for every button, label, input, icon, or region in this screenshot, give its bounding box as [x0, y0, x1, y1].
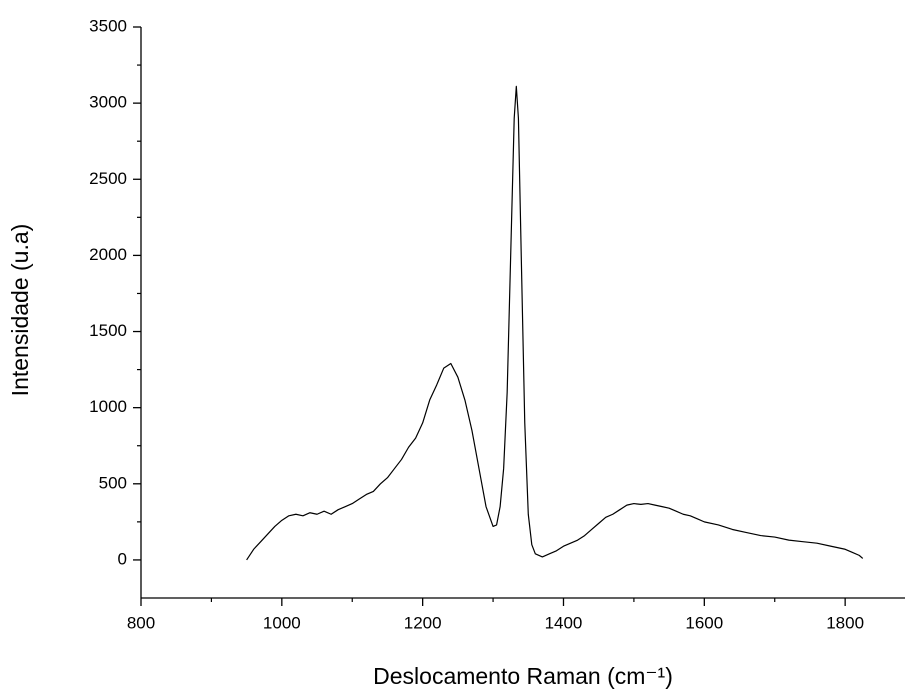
y-tick-label: 3500	[89, 16, 127, 35]
x-tick-label: 1200	[404, 613, 442, 632]
y-tick-label: 0	[118, 549, 127, 568]
y-tick-label: 1000	[89, 397, 127, 416]
y-tick-label: 1500	[89, 321, 127, 340]
x-tick-label: 1400	[545, 613, 583, 632]
y-tick-label: 3000	[89, 93, 127, 112]
y-tick-label: 2500	[89, 169, 127, 188]
x-tick-label: 1000	[263, 613, 301, 632]
y-tick-label: 2000	[89, 245, 127, 264]
x-tick-label: 1800	[826, 613, 864, 632]
x-tick-label: 1600	[685, 613, 723, 632]
x-tick-label: 800	[127, 613, 155, 632]
y-axis-title: Intensidade (u.a)	[7, 224, 33, 397]
y-tick-label: 500	[99, 473, 127, 492]
data-line	[246, 85, 864, 561]
x-axis-title: Deslocamento Raman (cm⁻¹)	[373, 663, 673, 689]
